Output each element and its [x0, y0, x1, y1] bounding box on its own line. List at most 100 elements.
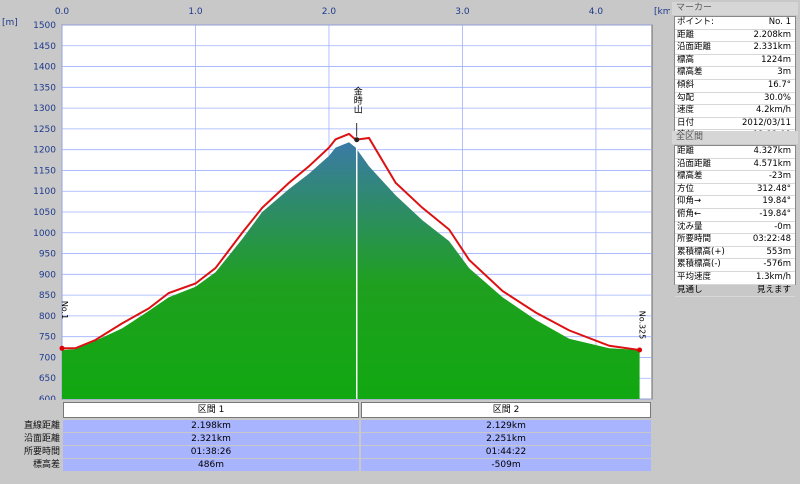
info-row: 累積標高(-) -576m	[675, 259, 795, 272]
info-value: 3m	[777, 67, 791, 78]
info-key: 方位	[677, 183, 695, 194]
info-value: 4.571km	[753, 158, 791, 169]
y-tick-label: 1400	[33, 63, 56, 73]
info-key: 俯角←	[677, 208, 702, 219]
info-key: 累積標高(-)	[677, 259, 721, 270]
info-row: 日付 2012/03/11	[675, 118, 795, 131]
y-tick-label: 1100	[33, 187, 56, 197]
info-key: 標高	[677, 54, 695, 65]
section-stats-table: 区間 1 区間 2 直線距離 2.198km 2.129km 沿面距離 2.32…	[0, 400, 670, 484]
row-label: 所要時間	[23, 447, 60, 457]
total-panel-title: 全区間	[672, 131, 798, 144]
y-tick-label: 600	[39, 395, 56, 400]
table-row: 直線距離 2.198km 2.129km	[0, 420, 670, 432]
info-value: 2.208km	[753, 29, 791, 40]
info-row: 方位 312.48°	[675, 184, 795, 197]
section-2-value: 2.129km	[361, 420, 651, 432]
y-tick-label: 800	[39, 312, 56, 322]
info-key: 標高差	[677, 171, 703, 182]
y-tick-label: 650	[39, 374, 56, 384]
table-row: 所要時間 01:38:26 01:44:22	[0, 446, 670, 458]
section-header-row: 区間 1 区間 2	[0, 402, 670, 418]
info-row: 累積標高(+) 553m	[675, 247, 795, 260]
info-row: 所要時間 03:22:48	[675, 234, 795, 247]
table-row: 沿面距離 2.321km 2.251km	[0, 433, 670, 445]
marker-panel: ポイント: No. 1 距離 2.208km 沿面距離 2.331km 標高 1224m 標高差…	[674, 16, 796, 143]
info-row: 俯角← -19.84°	[675, 209, 795, 222]
info-value: 03:22:48	[752, 234, 791, 245]
info-value: 4.2km/h	[756, 105, 791, 116]
info-key: 距離	[677, 29, 695, 40]
y-tick-label: 1450	[33, 42, 56, 52]
row-label: 直線距離	[23, 421, 60, 431]
y-unit-label: [m]	[2, 18, 18, 28]
info-value: 553m	[766, 246, 791, 257]
x-tick-label: 0.0	[55, 7, 70, 17]
info-key: ポイント:	[677, 17, 714, 27]
info-value: 2.331km	[753, 42, 791, 53]
section-2-header[interactable]: 区間 2	[361, 402, 651, 418]
info-key: 傾斜	[677, 79, 695, 90]
section-2-value: -509m	[361, 459, 651, 471]
info-sidebar: マーカー ポイント: No. 1 距離 2.208km 沿面距離 2.331km 標高 122…	[670, 0, 800, 484]
y-tick-label: 1300	[33, 104, 56, 114]
info-value: 2012/03/11	[742, 117, 791, 128]
info-row: 距離 4.327km	[675, 146, 795, 159]
terrain-area	[62, 142, 640, 399]
info-value: -19.84°	[759, 208, 791, 219]
info-key: 沈み量	[677, 221, 703, 232]
marker-panel-title: マーカー	[672, 2, 798, 15]
info-value: 19.84°	[762, 196, 791, 207]
info-row: 沿面距離 4.571km	[675, 159, 795, 172]
y-tick-label: 1200	[33, 146, 56, 156]
info-key: 沿面距離	[677, 42, 712, 53]
info-row: 平均速度 1.3km/h	[675, 272, 795, 285]
info-row: 仰角→ 19.84°	[675, 196, 795, 209]
info-row: 標高差 3m	[675, 67, 795, 80]
info-value: 1.3km/h	[756, 271, 791, 282]
info-value: 見えます	[756, 284, 791, 295]
info-row: 沈み量 -0m	[675, 222, 795, 235]
elevation-chart[interactable]: 1500 1450 1400 1350 1300 1250 1200 1150 1100 1050…	[0, 0, 670, 400]
info-row: ポイント: No. 1	[675, 17, 795, 30]
info-value: -23m	[768, 171, 791, 182]
info-key: 標高差	[677, 67, 703, 78]
row-label: 標高差	[32, 460, 60, 470]
info-key: 勾配	[677, 92, 695, 103]
y-tick-label: 1250	[33, 125, 56, 135]
y-tick-label: 950	[39, 250, 56, 260]
info-row: 標高 1224m	[675, 55, 795, 68]
section-2-value: 2.251km	[361, 433, 651, 445]
x-tick-label: 3.0	[455, 7, 470, 17]
info-key: 距離	[677, 146, 695, 156]
track-line	[62, 132, 640, 351]
info-row: 見通し 見えます	[675, 285, 795, 298]
info-row: 傾斜 16.7°	[675, 80, 795, 93]
y-tick-label: 1500	[33, 21, 56, 31]
section-1-value: 01:38:26	[63, 446, 359, 458]
info-value: -0m	[774, 221, 791, 232]
section-1-value: 2.198km	[63, 420, 359, 432]
section-1-value: 2.321km	[63, 433, 359, 445]
info-row: 距離 2.208km	[675, 30, 795, 43]
section-2-value: 01:44:22	[361, 446, 651, 458]
x-tick-label: 2.0	[322, 7, 337, 17]
info-key: 見通し	[677, 284, 703, 295]
info-value: No. 1	[768, 17, 791, 27]
info-key: 累積標高(+)	[677, 246, 725, 257]
y-tick-label: 1000	[33, 229, 56, 239]
info-row: 勾配 30.0%	[675, 93, 795, 106]
section-1-header[interactable]: 区間 1	[63, 402, 359, 418]
axis-ticks: 1500 1450 1400 1350 1300 1250 1200 1150 1100 1050…	[2, 7, 670, 400]
info-value: 312.48°	[757, 183, 791, 194]
x-tick-label: 1.0	[188, 7, 203, 17]
info-row: 速度 4.2km/h	[675, 105, 795, 118]
y-tick-label: 750	[39, 333, 56, 343]
info-value: -576m	[763, 259, 791, 270]
info-value: 4.327km	[753, 146, 791, 156]
table-row: 標高差 486m -509m	[0, 459, 670, 471]
info-key: 所要時間	[677, 234, 712, 245]
info-key: 日付	[677, 117, 695, 128]
info-key: 速度	[677, 105, 695, 116]
info-value: 1224m	[761, 54, 791, 65]
